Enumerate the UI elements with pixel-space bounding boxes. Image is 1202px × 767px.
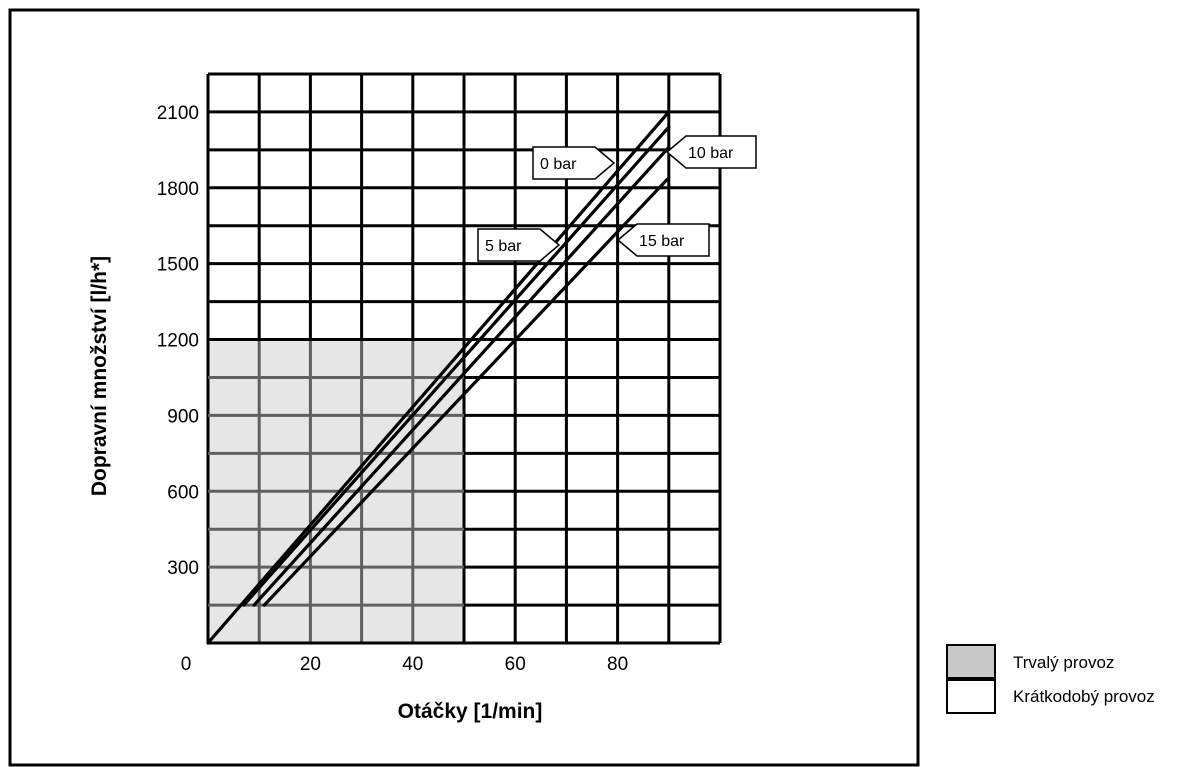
legend-swatch-kratkodoby: [946, 679, 996, 714]
legend-label-trvaly: Trvalý provoz: [1013, 653, 1114, 672]
callout-0-bar-box: [532, 146, 616, 180]
y-tick-label: 1800: [157, 179, 199, 200]
callout-5-bar: 5 bar: [477, 228, 561, 262]
callout-0-bar-label: 0 bar: [540, 156, 577, 173]
callout-15-bar-label: 15 bar: [639, 233, 685, 250]
callout-15-bar-box: [616, 223, 710, 257]
x-tick-label: 20: [300, 654, 321, 675]
y-tick-label: 900: [167, 406, 199, 427]
callout-10-bar-label: 10 bar: [688, 145, 734, 162]
legend-label-kratkodoby: Krátkodobý provoz: [1013, 687, 1155, 706]
y-tick-label: 2100: [157, 103, 199, 124]
callout-layer: 0 bar 5 bar 10 bar 15 bar: [477, 135, 757, 262]
x-tick-label: 40: [402, 654, 423, 675]
x-tick-label: 0: [181, 654, 192, 675]
legend-swatch-trvaly: [946, 644, 996, 679]
y-axis-title: Dopravní množství [l/h*]: [88, 256, 111, 496]
y-tick-label: 1500: [157, 255, 199, 276]
x-tick-label: 80: [607, 654, 628, 675]
callout-10-bar: 10 bar: [665, 135, 757, 169]
series-line-10-bar: [252, 145, 671, 607]
callout-5-bar-box: [477, 228, 561, 262]
chart-border: [8, 8, 920, 767]
y-tick-label: 1200: [157, 331, 199, 352]
legend: Trvalý provoz Krátkodobý provoz: [946, 644, 1155, 714]
y-tick-label: 300: [167, 558, 199, 579]
callout-10-bar-box: [665, 135, 757, 169]
x-tick-label: 60: [505, 654, 526, 675]
series-line-15-bar: [262, 176, 671, 607]
callout-0-bar: 0 bar: [532, 146, 616, 180]
callout-15-bar: 15 bar: [616, 223, 710, 257]
tick-layer: 0 20 40 60 80 300 600 900 1200 1500 1800 2100: [157, 103, 628, 675]
callout-5-bar-label: 5 bar: [485, 238, 522, 255]
series-line-0-bar: [206, 110, 671, 645]
x-axis-title: Otáčky [1/min]: [398, 700, 543, 723]
series-line-5-bar: [242, 125, 671, 607]
y-tick-label: 600: [167, 482, 199, 503]
series-layer: [206, 110, 671, 645]
grid-layer: [206, 72, 722, 645]
